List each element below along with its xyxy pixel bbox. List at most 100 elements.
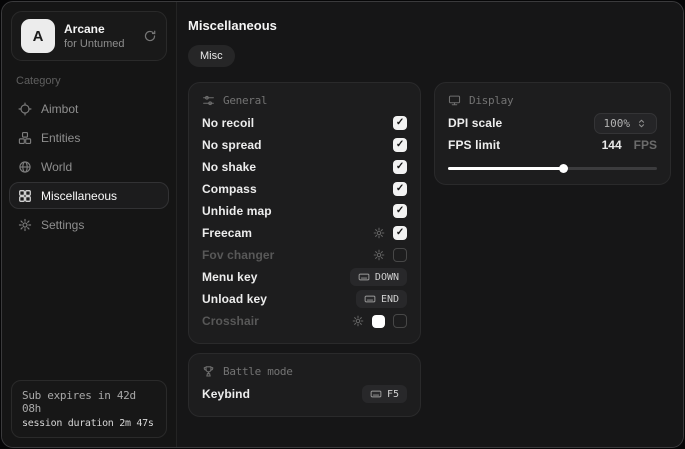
globe-icon: [18, 160, 32, 174]
keyboard-icon: [370, 388, 382, 400]
category-label: Category: [16, 75, 61, 87]
refresh-icon[interactable]: [143, 29, 157, 43]
fov-changer-checkbox[interactable]: [393, 248, 408, 262]
dpi-scale-select[interactable]: 100%: [593, 112, 657, 134]
crosshair-settings-gear-icon[interactable]: [352, 315, 364, 327]
battle-mode-panel-title: Battle mode: [223, 365, 293, 378]
avatar: A: [21, 19, 55, 53]
tab-misc[interactable]: Misc: [188, 45, 235, 67]
display-panel-header: Display: [448, 94, 657, 107]
sidebar-item-entities[interactable]: Entities: [9, 124, 169, 151]
sidebar-item-label: World: [41, 159, 73, 174]
account-card[interactable]: A Arcane for Untumed: [11, 11, 167, 61]
row-label: Fov changer: [202, 248, 275, 262]
keybind-value: DOWN: [374, 271, 400, 283]
display-panel-title: Display: [469, 94, 514, 107]
fps-limit-unit: FPS: [633, 138, 657, 152]
grid-icon: [18, 189, 32, 203]
main-content: Miscellaneous Misc General: [177, 2, 683, 447]
left-column: General No recoil No spread No shake: [188, 82, 422, 417]
row-battle-keybind: Keybind F5: [202, 383, 408, 405]
menu-keybind-button[interactable]: DOWN: [349, 268, 408, 286]
row-freecam: Freecam: [202, 222, 408, 244]
row-label: No shake: [202, 160, 257, 174]
keyboard-icon: [364, 293, 376, 305]
fov-settings-gear-icon[interactable]: [373, 249, 385, 261]
app-subtitle: for Untumed: [64, 38, 125, 50]
row-label: Unhide map: [202, 204, 272, 218]
sliders-icon: [202, 94, 215, 107]
general-panel-title: General: [223, 94, 268, 107]
sidebar-item-label: Settings: [41, 217, 85, 232]
row-compass: Compass: [202, 178, 408, 200]
battle-mode-panel: Battle mode Keybind F5: [188, 353, 422, 417]
freecam-checkbox[interactable]: [393, 226, 408, 240]
sidebar-item-world[interactable]: World: [9, 153, 169, 180]
keybind-value: END: [380, 293, 400, 305]
display-panel: Display DPI scale 100%: [434, 82, 671, 185]
row-menu-key: Menu key DOWN: [202, 266, 408, 288]
row-label: Menu key: [202, 270, 258, 284]
app-name: Arcane: [64, 22, 105, 36]
entities-icon: [18, 131, 32, 145]
compass-checkbox[interactable]: [393, 182, 408, 196]
unhide-map-checkbox[interactable]: [393, 204, 408, 218]
trophy-icon: [202, 365, 215, 378]
row-fps-limit: FPS limit 144 FPS: [448, 134, 657, 156]
chevrons-up-down-icon: [636, 118, 647, 129]
fps-slider-thumb[interactable]: [558, 164, 568, 173]
crosshair-color-swatch[interactable]: [372, 314, 386, 328]
sidebar-item-miscellaneous[interactable]: Miscellaneous: [9, 182, 169, 209]
crosshair-checkbox[interactable]: [393, 314, 408, 328]
no-spread-checkbox[interactable]: [393, 138, 408, 152]
row-label: Compass: [202, 182, 257, 196]
gear-icon: [18, 218, 32, 232]
general-panel: General No recoil No spread No shake: [188, 82, 422, 344]
row-fov-changer: Fov changer: [202, 244, 408, 266]
panels-area: General No recoil No spread No shake: [188, 82, 671, 417]
right-column: Display DPI scale 100%: [434, 82, 671, 185]
sidebar-item-settings[interactable]: Settings: [9, 211, 169, 238]
page-title: Miscellaneous: [188, 18, 277, 33]
row-label: Keybind: [202, 387, 251, 401]
row-no-spread: No spread: [202, 134, 408, 156]
sub-expiry-text: Sub expires in 42d 08h: [22, 389, 136, 415]
unload-keybind-button[interactable]: END: [355, 290, 408, 308]
tab-bar: Misc: [188, 45, 671, 67]
row-label: No spread: [202, 138, 262, 152]
fps-limit-value: 144: [601, 138, 622, 152]
row-label: Crosshair: [202, 314, 259, 328]
sidebar-item-label: Aimbot: [41, 101, 79, 116]
session-duration-text: session duration 2m 47s: [22, 418, 154, 429]
row-no-shake: No shake: [202, 156, 408, 178]
subscription-status-card: Sub expires in 42d 08h session duration …: [11, 380, 167, 438]
row-label: No recoil: [202, 116, 255, 130]
monitor-icon: [448, 94, 461, 107]
fps-slider-fill: [448, 167, 563, 170]
battle-mode-panel-header: Battle mode: [202, 365, 407, 378]
sidebar: A Arcane for Untumed Category Aimbot: [2, 2, 177, 447]
no-recoil-checkbox[interactable]: [393, 116, 408, 130]
dpi-scale-value: 100%: [603, 116, 631, 130]
no-shake-checkbox[interactable]: [393, 160, 408, 174]
row-no-recoil: No recoil: [202, 112, 408, 134]
sidebar-item-aimbot[interactable]: Aimbot: [9, 95, 169, 122]
keyboard-icon: [358, 271, 370, 283]
row-label: Unload key: [202, 292, 268, 306]
fps-limit-slider[interactable]: [448, 163, 657, 173]
battle-keybind-button[interactable]: F5: [361, 385, 408, 403]
row-dpi-scale: DPI scale 100%: [448, 112, 657, 134]
row-label: Freecam: [202, 226, 253, 240]
freecam-settings-gear-icon[interactable]: [373, 227, 385, 239]
crosshair-icon: [18, 101, 32, 116]
sidebar-nav: Aimbot Entities World: [2, 95, 176, 238]
general-panel-header: General: [202, 94, 407, 107]
app-identity: Arcane for Untumed: [64, 22, 125, 50]
row-unhide-map: Unhide map: [202, 200, 408, 222]
keybind-value: F5: [386, 388, 400, 400]
sidebar-item-label: Miscellaneous: [41, 188, 118, 203]
row-label: DPI scale: [448, 116, 503, 130]
sidebar-item-label: Entities: [41, 130, 81, 145]
row-label: FPS limit: [448, 138, 501, 152]
